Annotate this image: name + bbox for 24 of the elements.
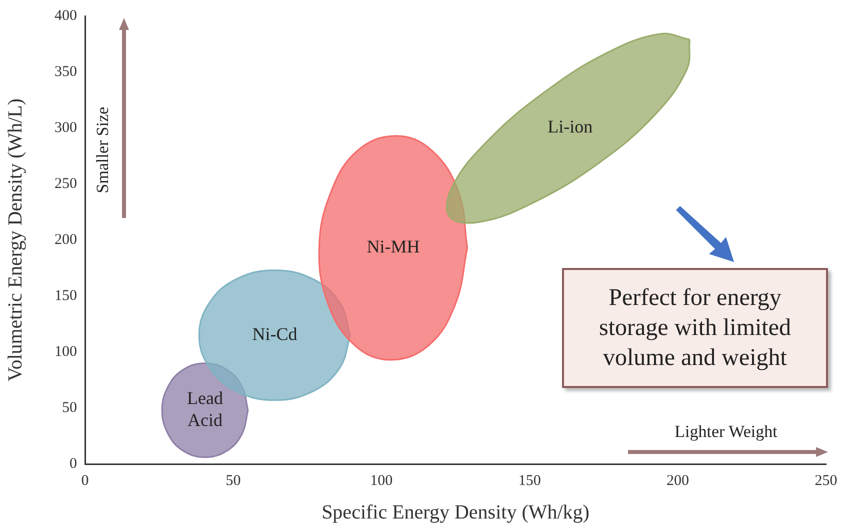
- x-tick-label: 0: [81, 472, 89, 489]
- y-tick-label: 50: [62, 400, 77, 416]
- y-tick-label: 350: [54, 64, 77, 80]
- y-tick-label: 400: [54, 8, 77, 24]
- y-tick-label: 150: [54, 288, 77, 304]
- x-tick-label: 250: [814, 472, 838, 489]
- y-tick-label: 300: [54, 120, 77, 136]
- x-tick-label: 150: [518, 472, 541, 489]
- y-tick-label: 250: [54, 176, 77, 192]
- x-axis-title: Specific Energy Density (Wh/kg): [322, 501, 590, 524]
- y-tick-label: 200: [54, 232, 77, 248]
- series-label: Ni-MH: [366, 236, 420, 257]
- annotation: Smaller Size: [93, 106, 113, 194]
- y-tick-label: 100: [54, 344, 77, 360]
- x-tick-label: 50: [226, 472, 241, 489]
- series-label: Ni-Cd: [252, 324, 298, 344]
- series-label: Lead Acid: [187, 388, 224, 430]
- series-label: Li-ion: [548, 116, 593, 137]
- x-tick-label: 200: [666, 472, 690, 489]
- annotation: Perfect for energy storage with limited volume and weight: [562, 268, 828, 388]
- y-tick-label: 0: [70, 456, 77, 472]
- y-axis-title: Volumetric Energy Density (Wh/L): [4, 98, 26, 382]
- annotation: Lighter Weight: [674, 422, 778, 442]
- x-tick-label: 100: [370, 472, 393, 489]
